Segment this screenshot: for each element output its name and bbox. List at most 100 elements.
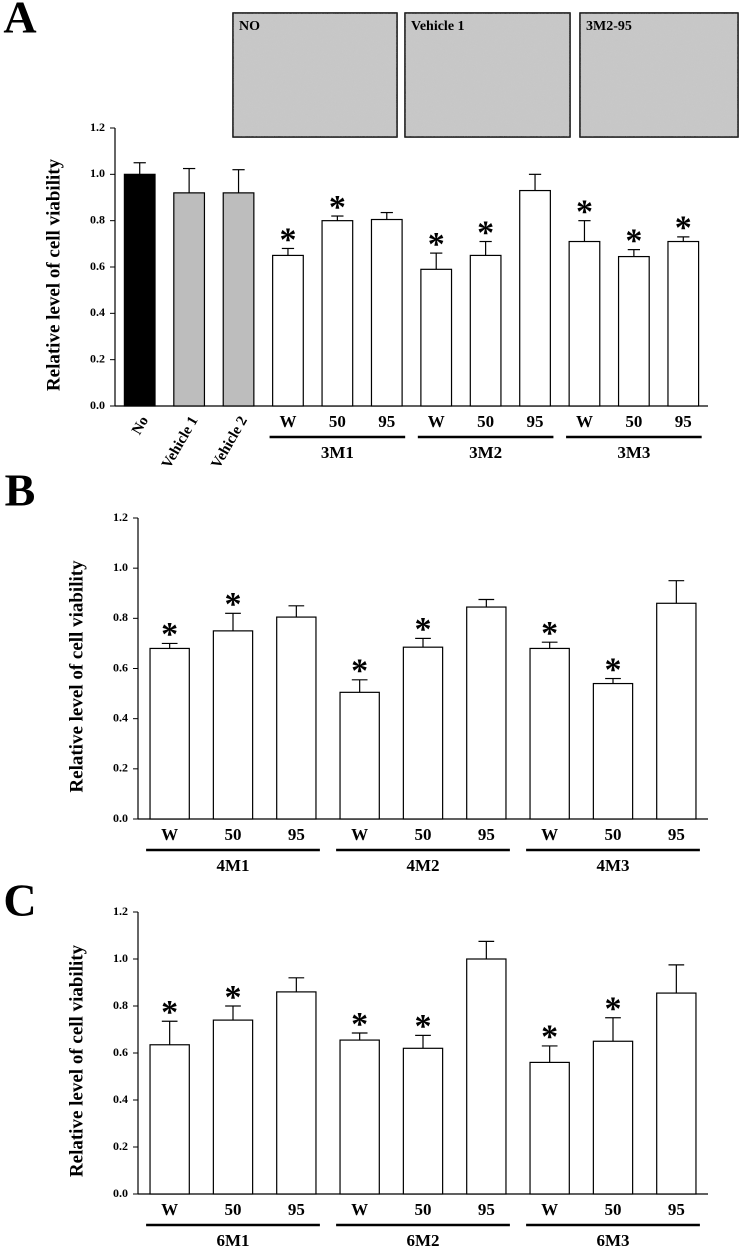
significance-star: * bbox=[541, 1019, 558, 1056]
significance-star: * bbox=[477, 214, 494, 251]
bar bbox=[529, 1061, 570, 1195]
y-tick-label: 0.4 bbox=[90, 305, 105, 319]
significance-star: * bbox=[329, 189, 346, 226]
x-tick-label: 50 bbox=[225, 1200, 242, 1219]
group-label: 3M1 bbox=[321, 443, 354, 462]
bar bbox=[276, 616, 317, 820]
y-tick-label: 1.2 bbox=[113, 904, 128, 918]
inset-label: 3M2-95 bbox=[586, 19, 632, 34]
bar bbox=[529, 647, 570, 820]
significance-star: * bbox=[161, 994, 178, 1031]
inset-texture bbox=[580, 13, 738, 137]
significance-star: * bbox=[576, 193, 593, 230]
significance-star: * bbox=[625, 222, 642, 259]
y-tick-label: 0.8 bbox=[90, 212, 105, 226]
significance-star: * bbox=[225, 586, 242, 623]
y-axis-label: Relative level of cell viability bbox=[43, 158, 64, 391]
x-tick-label: 95 bbox=[527, 412, 544, 431]
significance-star: * bbox=[675, 210, 692, 247]
group-label: 4M3 bbox=[596, 856, 629, 875]
bar bbox=[370, 218, 403, 407]
x-tick-label: W bbox=[279, 412, 296, 431]
significance-star: * bbox=[415, 611, 432, 648]
x-tick-label: 95 bbox=[378, 412, 395, 431]
significance-star: * bbox=[279, 221, 296, 258]
x-tick-label: 95 bbox=[668, 825, 685, 844]
significance-star: * bbox=[161, 616, 178, 653]
inset-texture bbox=[233, 13, 397, 137]
bar bbox=[321, 220, 354, 407]
y-tick-label: 0.0 bbox=[113, 811, 128, 825]
x-tick-label: Vehicle 1 bbox=[159, 414, 202, 472]
y-tick-label: 0.2 bbox=[90, 351, 105, 365]
y-tick-label: 0.2 bbox=[113, 1139, 128, 1153]
x-tick-label: No bbox=[129, 414, 152, 438]
group-label: 4M1 bbox=[216, 856, 249, 875]
x-tick-label: Vehicle 2 bbox=[208, 414, 251, 472]
x-tick-label: 95 bbox=[478, 1200, 495, 1219]
bar bbox=[272, 254, 304, 407]
y-tick-label: 0.6 bbox=[113, 1045, 128, 1059]
x-tick-label: 50 bbox=[225, 825, 242, 844]
y-tick-label: 0.6 bbox=[90, 259, 105, 273]
y-tick-label: 0.4 bbox=[113, 1092, 128, 1106]
x-tick-label: 95 bbox=[675, 412, 692, 431]
bar bbox=[466, 958, 507, 1195]
y-tick-label: 1.0 bbox=[113, 951, 128, 965]
bar bbox=[469, 254, 502, 407]
x-tick-label: 95 bbox=[288, 1200, 305, 1219]
bar bbox=[592, 1040, 634, 1195]
bar bbox=[617, 255, 650, 407]
x-tick-label: 50 bbox=[329, 412, 346, 431]
y-tick-label: 0.2 bbox=[113, 761, 128, 775]
significance-star: * bbox=[605, 651, 622, 688]
bar bbox=[123, 173, 156, 407]
bar bbox=[173, 192, 206, 407]
bar bbox=[667, 240, 700, 407]
y-tick-label: 1.2 bbox=[90, 120, 105, 134]
x-tick-label: W bbox=[351, 825, 368, 844]
bar bbox=[276, 991, 317, 1195]
x-tick-label: W bbox=[541, 1200, 558, 1219]
bar bbox=[402, 646, 444, 820]
x-tick-label: W bbox=[351, 1200, 368, 1219]
bar bbox=[149, 1044, 190, 1195]
panel-label: C bbox=[3, 875, 36, 926]
x-tick-label: 95 bbox=[288, 825, 305, 844]
y-tick-label: 0.8 bbox=[113, 998, 128, 1012]
group-label: 6M2 bbox=[406, 1231, 439, 1248]
bar bbox=[656, 992, 697, 1195]
x-tick-label: 95 bbox=[478, 825, 495, 844]
x-tick-label: 95 bbox=[668, 1200, 685, 1219]
group-label: 3M2 bbox=[469, 443, 502, 462]
bar bbox=[420, 268, 453, 407]
panel-label: B bbox=[5, 465, 36, 516]
bar bbox=[656, 602, 697, 820]
bar bbox=[149, 647, 190, 820]
y-tick-label: 0.4 bbox=[113, 710, 128, 724]
inset-label: Vehicle 1 bbox=[411, 19, 465, 34]
panel-label: A bbox=[3, 0, 36, 43]
inset-label: NO bbox=[239, 19, 260, 34]
inset-texture bbox=[405, 13, 570, 137]
significance-star: * bbox=[428, 226, 445, 263]
y-tick-label: 0.0 bbox=[90, 398, 105, 412]
x-tick-label: W bbox=[576, 412, 593, 431]
significance-star: * bbox=[225, 979, 242, 1016]
bar bbox=[568, 240, 601, 407]
bar bbox=[339, 1039, 380, 1195]
bar bbox=[212, 1019, 254, 1195]
x-tick-label: 50 bbox=[477, 412, 494, 431]
x-tick-label: 50 bbox=[415, 825, 432, 844]
y-tick-label: 1.0 bbox=[113, 560, 128, 574]
y-axis-label: Relative level of cell viability bbox=[66, 944, 87, 1177]
y-tick-label: 0.6 bbox=[113, 660, 128, 674]
y-tick-label: 0.8 bbox=[113, 610, 128, 624]
significance-star: * bbox=[541, 615, 558, 652]
group-label: 6M1 bbox=[216, 1231, 249, 1248]
x-tick-label: W bbox=[541, 825, 558, 844]
y-axis-label: Relative level of cell viability bbox=[66, 560, 87, 793]
significance-star: * bbox=[605, 991, 622, 1028]
bar bbox=[402, 1047, 444, 1195]
